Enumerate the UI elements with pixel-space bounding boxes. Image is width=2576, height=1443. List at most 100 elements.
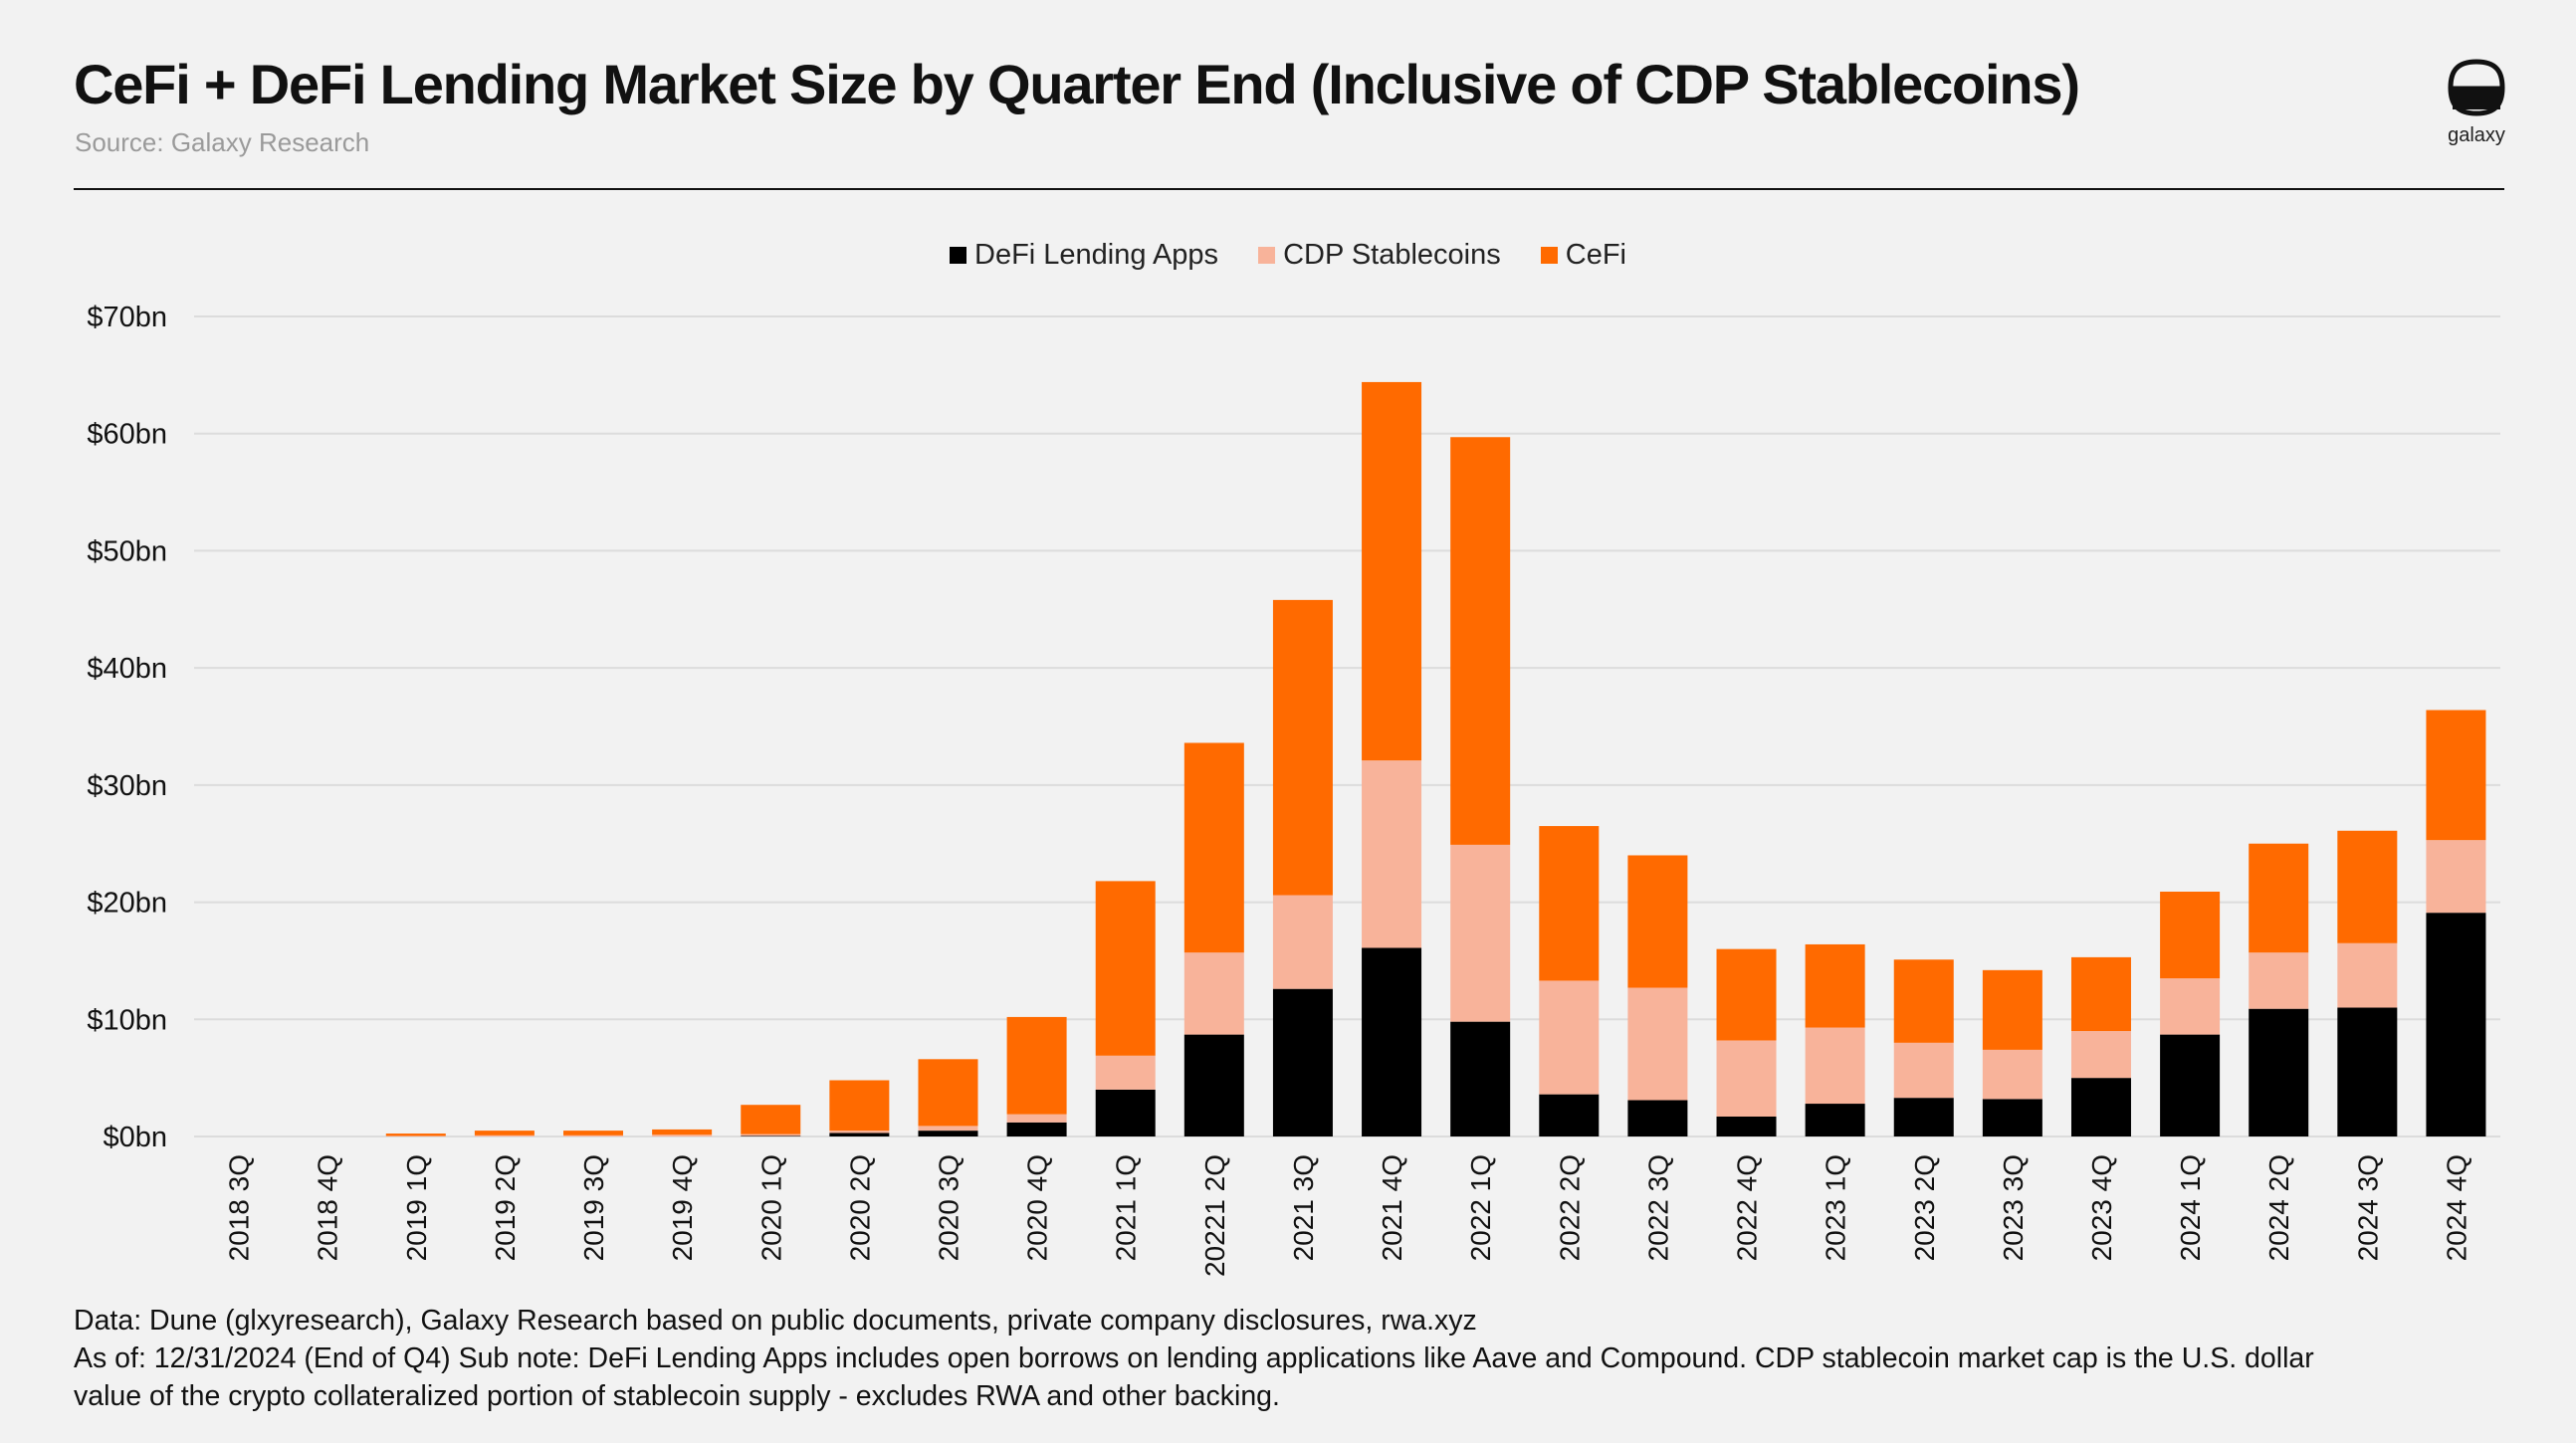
- bar-cdp: [1716, 1040, 1777, 1117]
- y-tick-label: $0bn: [103, 1122, 167, 1153]
- x-tick-label: 2021 3Q: [1288, 1154, 1319, 1261]
- legend-item-defi: DeFi Lending Apps: [950, 239, 1218, 272]
- legend-swatch-cefi: [1540, 247, 1558, 264]
- legend-label-cefi: CeFi: [1565, 239, 1626, 271]
- bar-cdp: [563, 1134, 624, 1136]
- bar-cdp: [652, 1134, 713, 1136]
- bar-cefi: [2070, 956, 2131, 1032]
- chart-footnotes: Data: Dune (glxyresearch), Galaxy Resear…: [74, 1302, 2522, 1415]
- bar-cdp: [2249, 952, 2309, 1009]
- bar-cdp: [829, 1131, 890, 1134]
- bar-defi: [1805, 1104, 1865, 1136]
- legend-label-defi: DeFi Lending Apps: [974, 239, 1219, 271]
- bar-cefi: [1716, 948, 1777, 1041]
- x-tick-label: 2018 3Q: [224, 1154, 255, 1261]
- chart-legend: DeFi Lending Apps CDP Stablecoins CeFi: [0, 239, 2576, 272]
- footnote-data-source: Data: Dune (glxyresearch), Galaxy Resear…: [74, 1305, 1477, 1337]
- bar-cefi: [741, 1105, 801, 1134]
- bar-cefi: [2160, 891, 2221, 979]
- x-tick-label: 2022 1Q: [1465, 1154, 1496, 1261]
- x-tick-label: 2022 2Q: [1554, 1154, 1585, 1261]
- bar-cefi: [1183, 742, 1244, 953]
- bar-defi: [1982, 1099, 2042, 1136]
- bar-cdp: [2160, 978, 2221, 1035]
- bar-defi: [1716, 1116, 1777, 1136]
- footnote-continued: value of the crypto collateralized porti…: [74, 1380, 1280, 1412]
- x-tick-label: 2020 1Q: [755, 1154, 786, 1261]
- x-tick-label: 2024 1Q: [2175, 1154, 2206, 1261]
- bar-defi: [918, 1131, 978, 1136]
- bar-cefi: [829, 1080, 890, 1132]
- bar-defi: [1272, 988, 1333, 1136]
- bar-defi: [1095, 1089, 1156, 1136]
- legend-swatch-cdp: [1258, 247, 1276, 264]
- x-tick-label: 2024 4Q: [2441, 1154, 2471, 1261]
- y-tick-label: $60bn: [87, 419, 167, 451]
- y-tick-label: $40bn: [87, 653, 167, 685]
- x-tick-label: 2022 3Q: [1642, 1154, 1673, 1261]
- legend-item-cdp: CDP Stablecoins: [1258, 239, 1501, 272]
- bar-cefi: [385, 1134, 446, 1136]
- chart-title: CeFi + DeFi Lending Market Size by Quart…: [74, 53, 2080, 115]
- bar-defi: [2070, 1078, 2131, 1136]
- bar-cdp: [1893, 1042, 1954, 1099]
- bar-cefi: [563, 1131, 624, 1135]
- x-tick-label: 2024 2Q: [2263, 1154, 2294, 1261]
- bar-defi: [1893, 1098, 1954, 1136]
- x-tick-label: 2023 2Q: [1909, 1154, 1940, 1261]
- x-tick-label: 2019 4Q: [667, 1154, 698, 1261]
- bar-defi: [741, 1135, 801, 1136]
- bar-cefi: [1982, 969, 2042, 1050]
- bar-cefi: [1095, 881, 1156, 1056]
- bar-cdp: [1539, 980, 1600, 1095]
- bar-cefi: [1362, 381, 1422, 761]
- bar-cdp: [1627, 987, 1688, 1101]
- legend-swatch-defi: [950, 247, 966, 264]
- bar-cdp: [1982, 1049, 2042, 1100]
- bar-defi: [1450, 1021, 1511, 1136]
- stacked-bar-chart: $0bn $10bn $20bn $30bn $40bn $50bn $60bn $70bn 2…: [87, 302, 2500, 1277]
- bar-cdp: [2070, 1031, 2131, 1079]
- bar-defi: [1539, 1094, 1600, 1136]
- x-tick-label: 20221 2Q: [1199, 1154, 1230, 1277]
- bar-cdp: [2426, 840, 2486, 914]
- bar-cdp: [385, 1135, 446, 1136]
- bar-cefi: [474, 1131, 535, 1135]
- x-tick-label: 2021 4Q: [1377, 1154, 1407, 1261]
- x-tick-label: 2020 2Q: [844, 1154, 875, 1261]
- bar-cdp: [1805, 1027, 1865, 1105]
- bar-cdp: [1272, 895, 1333, 989]
- x-tick-label: 2019 2Q: [490, 1154, 521, 1261]
- galaxy-logo-text: galaxy: [2448, 124, 2505, 146]
- bar-defi: [1183, 1034, 1244, 1136]
- y-tick-label: $10bn: [87, 1004, 167, 1036]
- bar-cefi: [1627, 855, 1688, 988]
- legend-item-cefi: CeFi: [1540, 239, 1626, 272]
- bar-cdp: [741, 1134, 801, 1136]
- bar-cdp: [1183, 952, 1244, 1035]
- bar-defi: [2337, 1007, 2398, 1136]
- bar-cefi: [1893, 959, 1954, 1043]
- x-tick-label: 2020 3Q: [933, 1154, 964, 1261]
- x-tick-label: 2023 1Q: [1821, 1154, 1851, 1261]
- x-tick-label: 2020 4Q: [1022, 1154, 1053, 1261]
- bar-cdp: [474, 1134, 535, 1136]
- bar-defi: [829, 1133, 890, 1136]
- x-tick-label: 2024 3Q: [2352, 1154, 2383, 1261]
- bar-cefi: [1450, 437, 1511, 845]
- y-tick-label: $70bn: [87, 302, 167, 333]
- x-tick-label: 2019 1Q: [401, 1154, 432, 1261]
- x-tick-label: 2023 4Q: [2086, 1154, 2117, 1261]
- bar-cdp: [1095, 1055, 1156, 1090]
- bar-cefi: [652, 1129, 713, 1135]
- x-tick-label: 2019 3Q: [578, 1154, 609, 1261]
- bar-cefi: [1805, 943, 1865, 1028]
- bar-cdp: [1006, 1114, 1067, 1123]
- bar-cefi: [1539, 826, 1600, 981]
- bar-defi: [2249, 1008, 2309, 1136]
- legend-label-cdp: CDP Stablecoins: [1283, 239, 1501, 271]
- title-divider: [74, 188, 2504, 190]
- galaxy-logo: galaxy: [2437, 58, 2516, 147]
- bar-defi: [1006, 1122, 1067, 1136]
- bar-cefi: [2337, 830, 2398, 943]
